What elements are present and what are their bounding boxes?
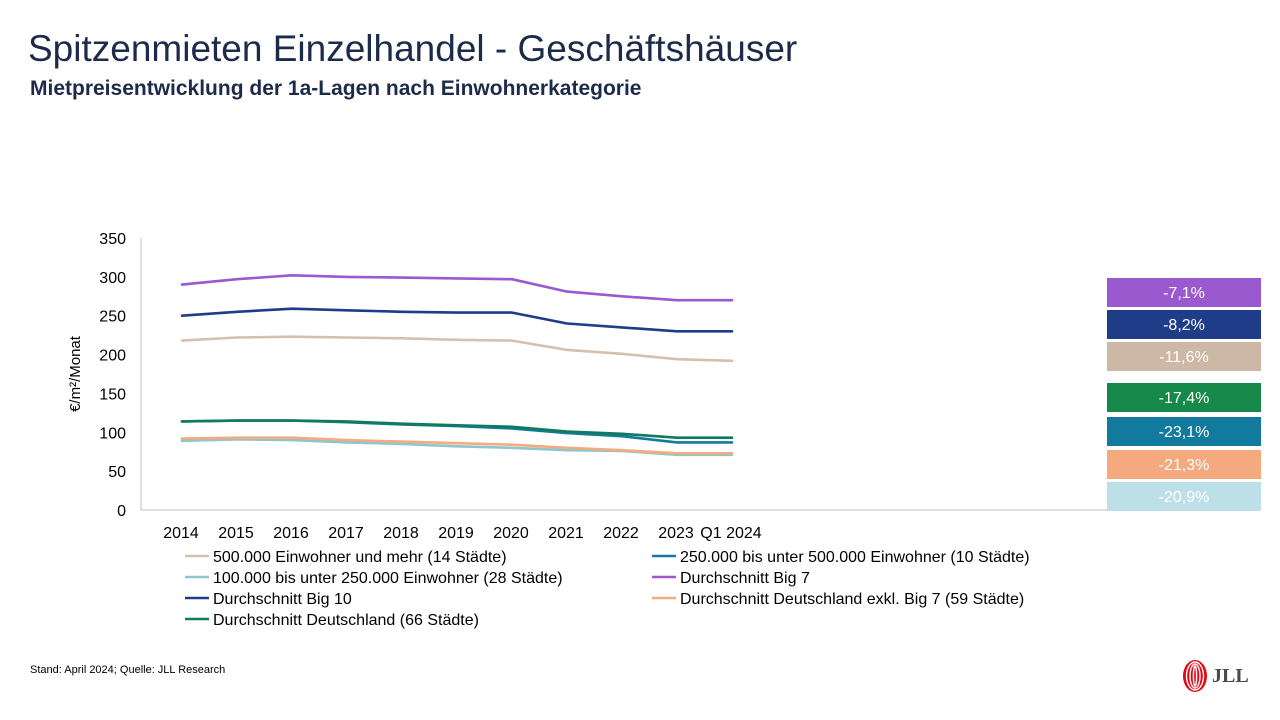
legend-entry: 250.000 bis unter 500.000 Einwohner (10 …	[680, 549, 1030, 566]
chart-axes: 0 50 100 150 200 250 300 350 2014 2015 2016 2017 201…	[67, 231, 1140, 542]
change-badge	[1107, 310, 1261, 339]
series-line-6	[180, 436, 734, 455]
series-line-4	[180, 273, 734, 302]
x-tick-label: 2015	[218, 525, 254, 542]
y-tick-label: 200	[99, 348, 126, 365]
legend-entry: Durchschnitt Deutschland exkl. Big 7 (59…	[680, 591, 1024, 608]
legend-entry: Durchschnitt Big 10	[213, 591, 352, 608]
change-badge-label: -21,3%	[1159, 457, 1210, 474]
x-tick-label: 2023	[658, 525, 694, 542]
change-badge-label: -23,1%	[1159, 424, 1210, 441]
change-badge	[1107, 342, 1261, 371]
change-badge-label: -17,4%	[1159, 390, 1210, 407]
x-tick-label: 2022	[603, 525, 639, 542]
change-badge	[1107, 450, 1261, 479]
change-badge-label: -11,6%	[1159, 349, 1209, 366]
change-badges: -7,1% -8,2% -11,6% -17,4% -23,1% -21,3% -20,9%	[1107, 278, 1261, 511]
x-tick-label: 2021	[548, 525, 584, 542]
y-tick-label: 0	[117, 503, 126, 520]
page-subtitle: Mietpreisentwicklung der 1a-Lagen nach E…	[30, 77, 642, 100]
y-tick-label: 300	[99, 270, 126, 287]
change-badge-label: -8,2%	[1163, 317, 1205, 334]
y-tick-label: 250	[99, 309, 126, 326]
y-tick-label: 350	[99, 231, 126, 248]
jll-logo: JLL	[1182, 659, 1249, 693]
page-title: Spitzenmieten Einzelhandel - Geschäftshä…	[28, 28, 798, 69]
chart-series-lines	[180, 273, 734, 457]
y-axis-title: €/m²/Monat	[67, 335, 84, 412]
series-line-1	[180, 335, 734, 363]
legend-entry: 500.000 Einwohner und mehr (14 Städte)	[213, 549, 507, 566]
change-badge	[1107, 278, 1261, 307]
x-tick-label: 2017	[328, 525, 364, 542]
legend-entry: Durchschnitt Deutschland (66 Städte)	[213, 612, 479, 629]
series-line-7	[180, 419, 734, 440]
change-badge	[1107, 482, 1261, 511]
change-badge-label: -7,1%	[1163, 285, 1205, 302]
x-tick-label: 2020	[493, 525, 529, 542]
chart-legend: 500.000 Einwohner und mehr (14 Städte) 25…	[185, 549, 1030, 629]
y-tick-label: 50	[108, 464, 126, 481]
x-tick-label: 2014	[163, 525, 199, 542]
legend-entry: Durchschnitt Big 7	[680, 570, 810, 587]
x-tick-label: 2018	[383, 525, 419, 542]
y-tick-label: 150	[99, 386, 126, 403]
x-tick-label: Q1 2024	[700, 525, 761, 542]
jll-logo-text: JLL	[1212, 664, 1249, 687]
x-tick-label: 2019	[438, 525, 474, 542]
source-footnote: Stand: April 2024; Quelle: JLL Research	[30, 664, 226, 676]
change-badge	[1107, 417, 1261, 446]
x-tick-label: 2016	[273, 525, 309, 542]
series-line-5	[180, 307, 734, 333]
legend-entry: 100.000 bis unter 250.000 Einwohner (28 …	[213, 570, 563, 587]
jll-logo-icon	[1183, 660, 1207, 692]
change-badge-label: -20,9%	[1159, 489, 1210, 506]
change-badge	[1107, 383, 1261, 412]
y-tick-label: 100	[99, 425, 126, 442]
